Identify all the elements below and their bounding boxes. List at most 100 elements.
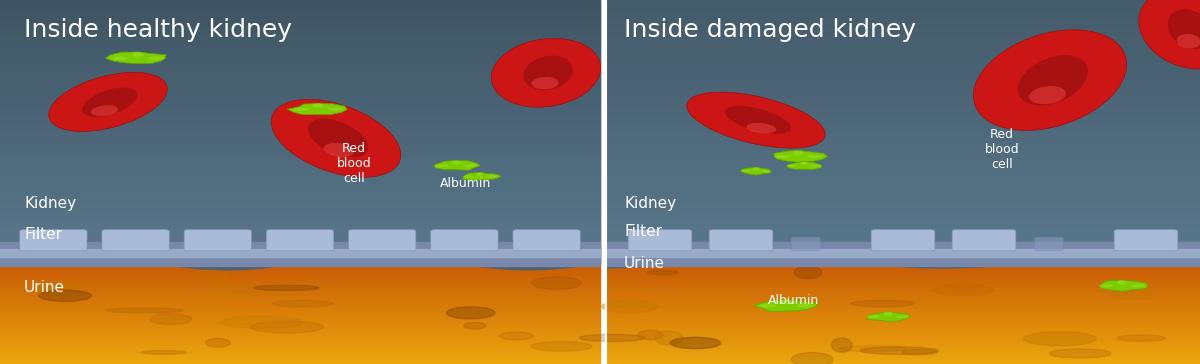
Bar: [606, 344, 1200, 348]
Bar: [606, 236, 1200, 245]
Bar: [606, 242, 1200, 266]
Ellipse shape: [1130, 284, 1145, 287]
FancyBboxPatch shape: [431, 230, 498, 251]
Ellipse shape: [808, 155, 822, 158]
Ellipse shape: [112, 56, 128, 60]
Bar: [606, 290, 1200, 295]
Bar: [0, 70, 600, 79]
Bar: [606, 278, 1200, 282]
Ellipse shape: [132, 52, 144, 57]
Polygon shape: [754, 300, 817, 312]
Ellipse shape: [486, 175, 497, 178]
Polygon shape: [773, 150, 828, 162]
Bar: [0, 274, 600, 278]
Ellipse shape: [932, 284, 992, 296]
Bar: [0, 44, 600, 52]
Ellipse shape: [532, 341, 592, 351]
Bar: [606, 44, 1200, 52]
Ellipse shape: [463, 175, 474, 178]
Text: Inside damaged kidney: Inside damaged kidney: [624, 18, 916, 42]
Bar: [0, 262, 600, 266]
Ellipse shape: [446, 307, 494, 319]
Bar: [606, 79, 1200, 87]
Bar: [0, 175, 600, 183]
Ellipse shape: [251, 321, 324, 333]
FancyBboxPatch shape: [871, 230, 935, 251]
Ellipse shape: [637, 330, 664, 340]
Bar: [606, 183, 1200, 192]
Ellipse shape: [293, 107, 308, 111]
Bar: [0, 61, 600, 70]
Bar: [606, 253, 1200, 262]
Ellipse shape: [1018, 55, 1088, 106]
Bar: [0, 35, 600, 44]
Bar: [606, 192, 1200, 201]
Polygon shape: [433, 161, 480, 170]
Bar: [0, 319, 600, 323]
Bar: [606, 166, 1200, 175]
Bar: [606, 249, 1200, 257]
Bar: [0, 0, 600, 262]
Bar: [606, 336, 1200, 340]
Bar: [606, 87, 1200, 96]
Bar: [0, 9, 600, 17]
Ellipse shape: [49, 72, 167, 131]
Bar: [606, 35, 1200, 44]
Bar: [0, 87, 600, 96]
Bar: [0, 356, 600, 360]
Bar: [0, 210, 600, 218]
Ellipse shape: [523, 56, 572, 90]
Ellipse shape: [1168, 9, 1200, 49]
Ellipse shape: [800, 162, 808, 165]
Ellipse shape: [532, 277, 581, 290]
Polygon shape: [106, 52, 167, 64]
Ellipse shape: [205, 338, 230, 347]
Ellipse shape: [839, 346, 907, 352]
Bar: [0, 0, 600, 9]
Bar: [0, 352, 600, 356]
Bar: [606, 331, 1200, 336]
Ellipse shape: [32, 284, 79, 295]
Bar: [606, 105, 1200, 114]
Text: Inside healthy kidney: Inside healthy kidney: [24, 18, 292, 42]
Bar: [0, 282, 600, 286]
Ellipse shape: [464, 164, 478, 167]
Bar: [606, 356, 1200, 360]
Bar: [606, 114, 1200, 122]
Bar: [0, 26, 600, 35]
Ellipse shape: [193, 270, 229, 282]
Bar: [606, 274, 1200, 278]
Bar: [0, 131, 600, 140]
Ellipse shape: [328, 107, 343, 111]
Bar: [0, 344, 600, 348]
Bar: [606, 327, 1200, 331]
Bar: [0, 278, 600, 282]
Ellipse shape: [796, 304, 812, 308]
Text: Albumin: Albumin: [440, 177, 492, 190]
Ellipse shape: [434, 164, 448, 167]
Bar: [0, 348, 600, 352]
Ellipse shape: [1099, 284, 1114, 287]
Ellipse shape: [324, 143, 354, 157]
Ellipse shape: [725, 106, 791, 134]
Bar: [0, 242, 600, 266]
Bar: [0, 79, 600, 87]
Bar: [606, 61, 1200, 70]
Ellipse shape: [746, 123, 776, 133]
Ellipse shape: [740, 170, 750, 172]
Bar: [606, 319, 1200, 323]
Bar: [606, 17, 1200, 26]
Text: Kidney: Kidney: [624, 196, 676, 211]
Bar: [606, 0, 1200, 9]
Ellipse shape: [500, 332, 534, 340]
Polygon shape: [866, 312, 911, 321]
Ellipse shape: [91, 105, 118, 116]
Bar: [606, 340, 1200, 344]
Ellipse shape: [1109, 290, 1158, 299]
Ellipse shape: [1050, 349, 1111, 358]
Bar: [606, 348, 1200, 352]
Bar: [606, 262, 1200, 266]
Ellipse shape: [532, 77, 559, 89]
Ellipse shape: [220, 316, 304, 328]
Bar: [0, 122, 600, 131]
